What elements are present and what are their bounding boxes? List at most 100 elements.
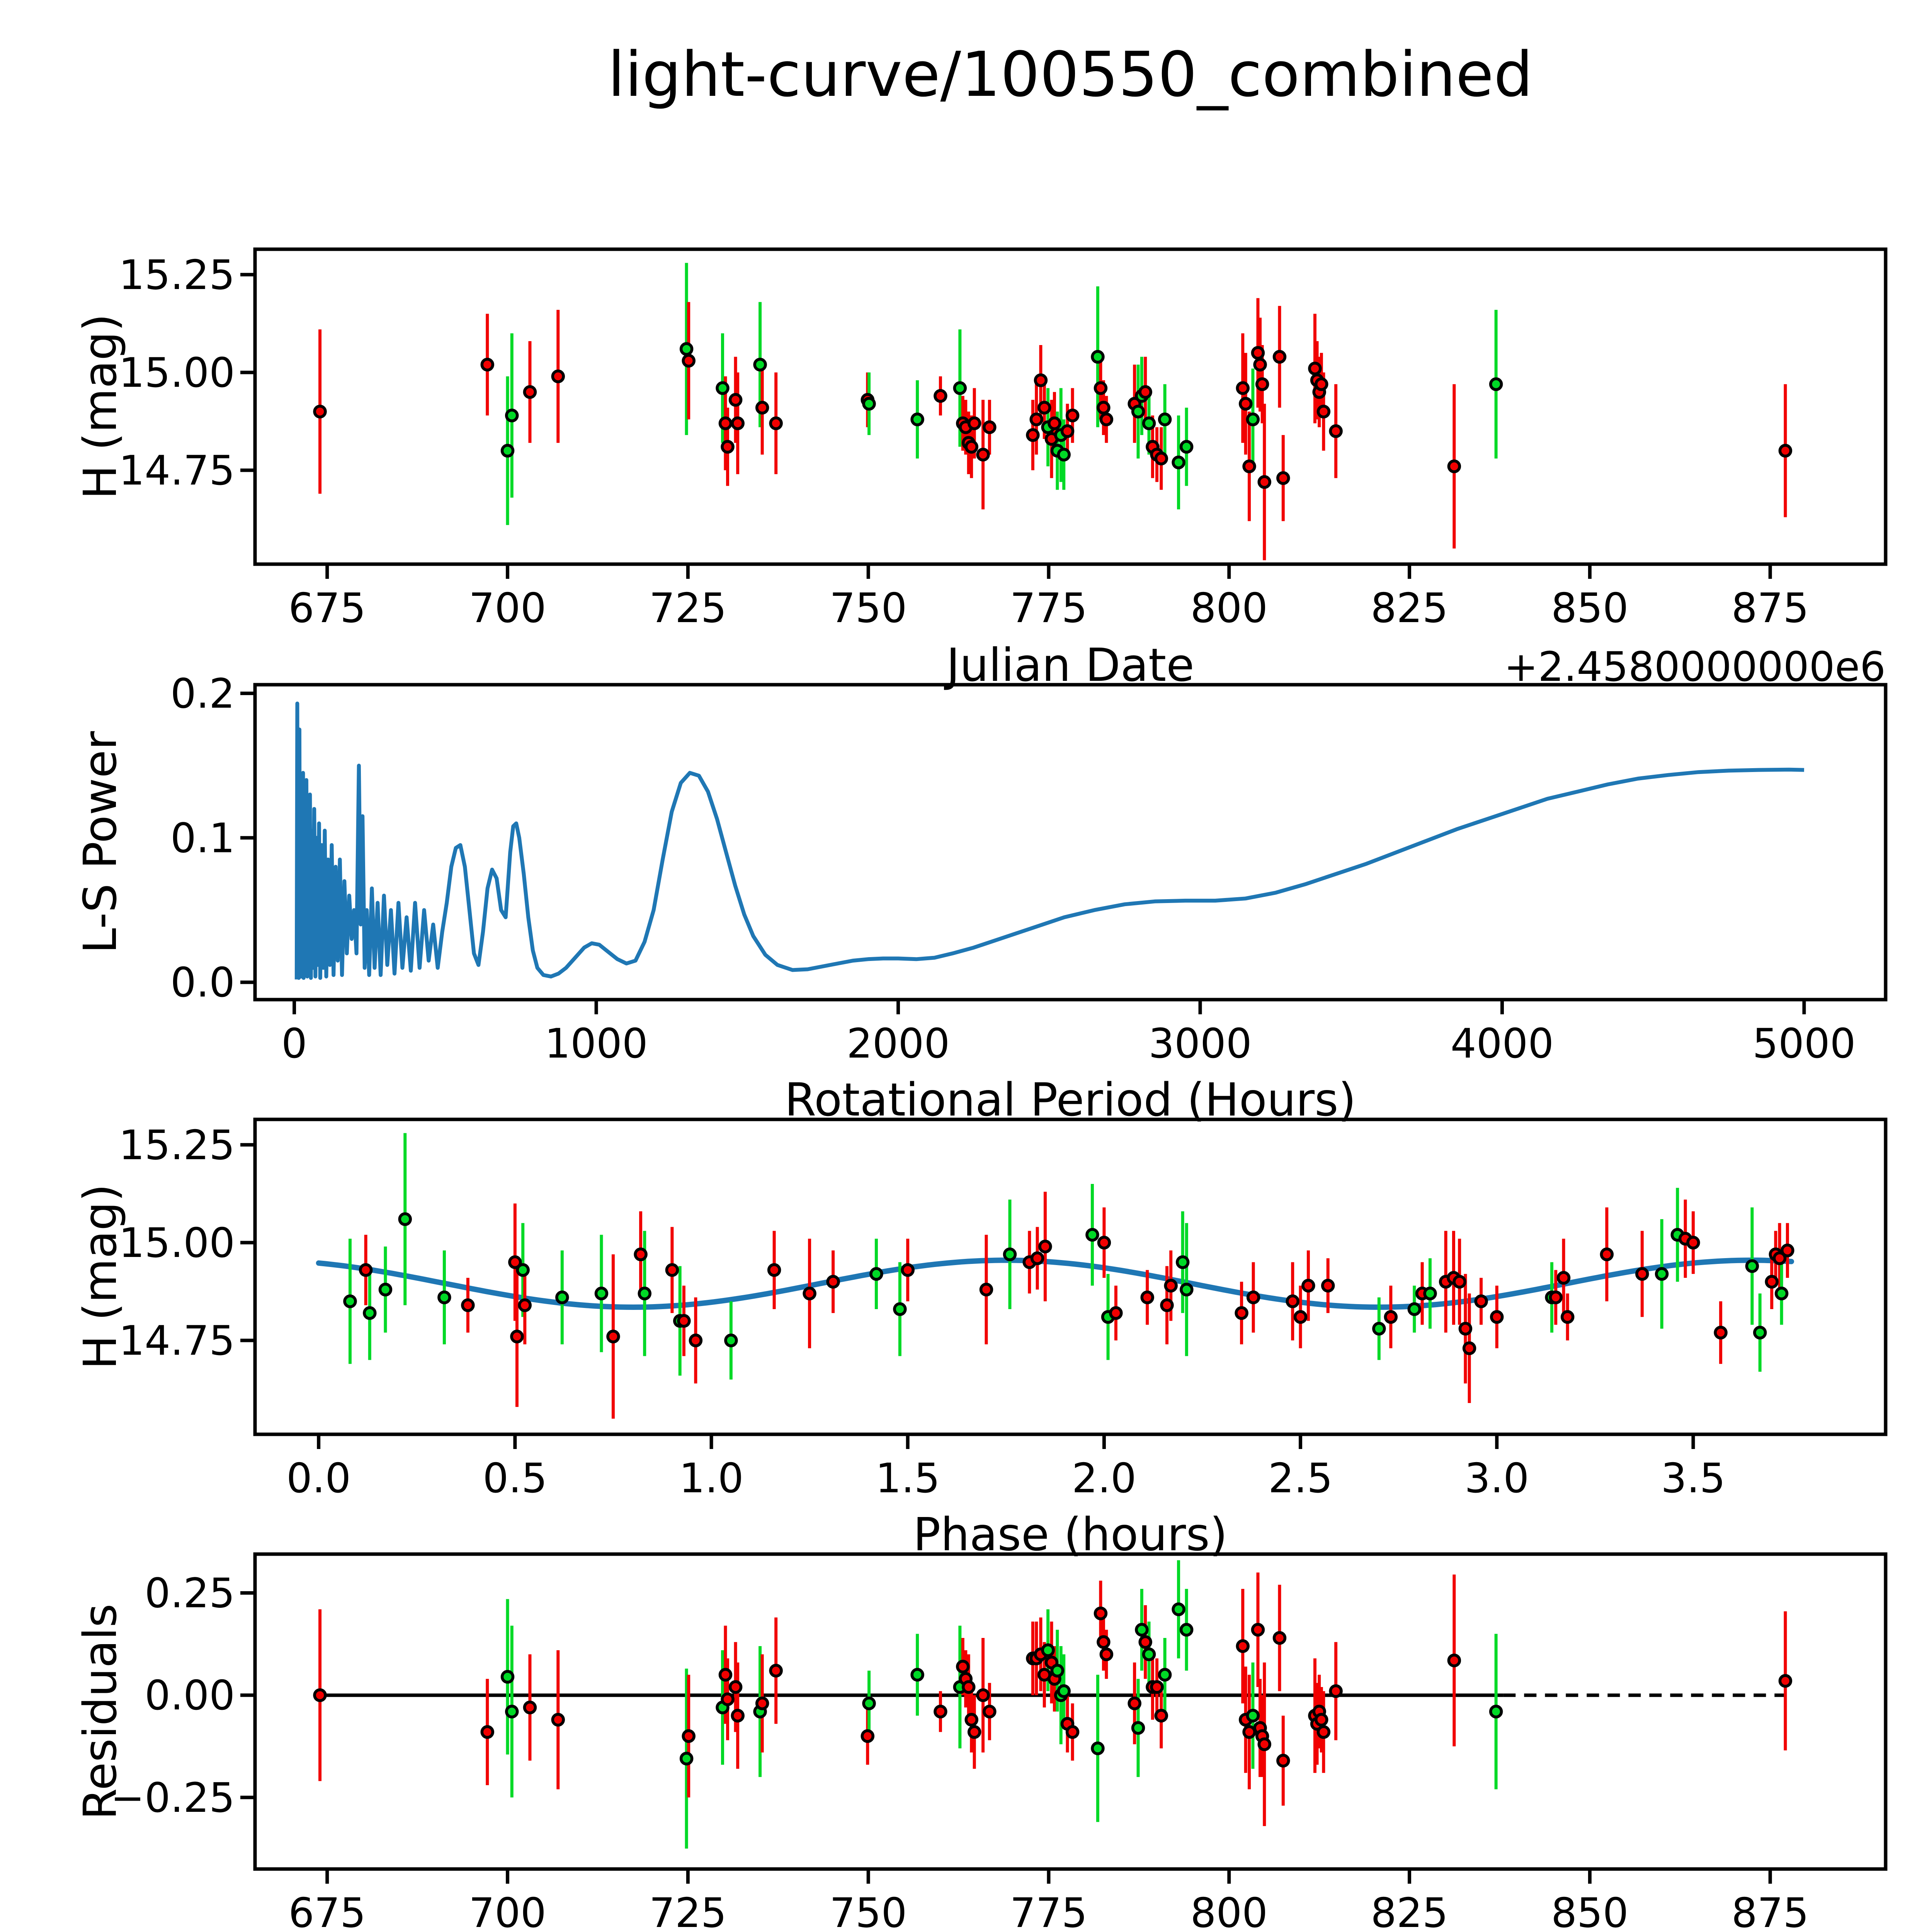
data-point	[1179, 440, 1194, 454]
data-point	[728, 1680, 743, 1694]
data-point	[1003, 1247, 1017, 1262]
data-point	[1175, 1255, 1190, 1269]
data-point	[1276, 1753, 1290, 1768]
data-point	[1714, 1326, 1728, 1340]
data-point	[1242, 1725, 1256, 1739]
plot-content-residuals: 675 700 725 750 775 800 825 850 875 −0.25 0.00 0.25	[111, 1552, 1888, 1932]
data-point	[755, 1696, 769, 1711]
y-tick-label: 0.2	[170, 670, 235, 717]
data-point	[510, 1330, 524, 1344]
data-point	[967, 1725, 981, 1739]
data-point	[500, 1670, 515, 1684]
y-axis-label-residuals: Residuals	[73, 1604, 127, 1820]
data-point	[1753, 1326, 1767, 1340]
x-tick-label: 3.0	[1464, 1455, 1529, 1502]
y-tick-label: 0.00	[145, 1672, 235, 1719]
data-point	[1094, 381, 1108, 395]
data-point	[1272, 1631, 1287, 1645]
data-point	[1315, 377, 1328, 391]
x-tick-label: 800	[1190, 1889, 1268, 1932]
data-point	[682, 1729, 696, 1743]
y-axis-label-h-mag-phase: H (mag)	[73, 1184, 127, 1369]
data-point	[594, 1286, 609, 1301]
data-point	[1140, 1290, 1154, 1304]
data-point	[1778, 444, 1793, 458]
data-point	[1447, 1653, 1461, 1667]
y-tick-label: −0.25	[111, 1774, 235, 1821]
data-point	[555, 1290, 569, 1304]
y-tick-label: 15.25	[119, 252, 235, 299]
plot-content-jd-magnitude: 675 700 725 750 775 800 825 850 875 14.75 15.00 15.…	[119, 247, 1888, 632]
data-point	[1138, 1635, 1152, 1649]
data-point	[1041, 1643, 1055, 1657]
data-point	[1179, 1623, 1194, 1637]
data-point	[1236, 1639, 1250, 1653]
data-point	[1060, 424, 1075, 438]
data-point	[1257, 1737, 1272, 1751]
data-point	[523, 1701, 537, 1714]
data-point	[1109, 1306, 1123, 1320]
y-tick-label: 0.0	[170, 959, 235, 1006]
data-point	[523, 385, 537, 399]
axes-frame	[253, 1117, 1888, 1436]
data-point	[313, 405, 327, 418]
data-point	[803, 1286, 816, 1301]
x-tick-label: 800	[1190, 585, 1268, 632]
axes-frame	[253, 1552, 1888, 1871]
data-point	[500, 444, 515, 458]
data-point	[1099, 1647, 1114, 1662]
data-point	[1423, 1286, 1437, 1301]
data-point	[1489, 1704, 1503, 1719]
data-point	[1253, 357, 1267, 372]
data-point	[1308, 362, 1322, 376]
data-point	[1655, 1267, 1669, 1281]
data-point	[1138, 385, 1152, 399]
data-point	[967, 416, 981, 430]
data-point	[1099, 412, 1114, 427]
data-point	[1329, 424, 1343, 438]
data-point	[378, 1282, 393, 1297]
data-point	[634, 1247, 648, 1262]
data-point	[826, 1275, 840, 1289]
x-tick-label: 825	[1371, 585, 1448, 632]
data-point	[1038, 1240, 1052, 1253]
data-point	[1242, 459, 1256, 473]
data-point	[505, 1704, 519, 1719]
data-point	[724, 1333, 738, 1347]
data-point	[1321, 1279, 1335, 1293]
x-tick-label: 725	[649, 1889, 726, 1932]
data-point	[976, 1688, 990, 1702]
data-point	[679, 1752, 694, 1765]
data-point	[1600, 1247, 1614, 1262]
data-point	[1774, 1286, 1789, 1301]
data-point	[910, 412, 924, 427]
data-point	[1050, 1663, 1065, 1678]
data-point	[1097, 1236, 1111, 1250]
data-point	[1549, 1290, 1563, 1304]
data-point	[682, 354, 696, 368]
data-point	[638, 1286, 651, 1301]
x-tick-label: 700	[469, 585, 546, 632]
data-point	[343, 1294, 357, 1308]
data-point	[1097, 401, 1111, 415]
y-axis-label-ls-power: L-S Power	[73, 731, 127, 954]
data-point	[1094, 1606, 1108, 1621]
data-point	[1407, 1302, 1422, 1316]
data-point	[508, 1255, 522, 1269]
data-point	[1057, 447, 1071, 462]
data-point	[461, 1298, 475, 1312]
data-point	[1065, 1725, 1080, 1739]
data-point	[679, 342, 694, 356]
x-tick-label: 675	[289, 1889, 366, 1932]
data-point	[1180, 1282, 1194, 1297]
data-point	[861, 1729, 875, 1743]
data-point	[1316, 1725, 1331, 1739]
y-tick-label: 15.00	[119, 349, 235, 396]
axes-frame	[253, 683, 1888, 1002]
data-point	[731, 1709, 745, 1723]
data-point	[753, 357, 767, 372]
data-point	[1246, 412, 1260, 427]
data-point	[1057, 1684, 1071, 1698]
data-point	[718, 1668, 733, 1682]
x-tick-label: 700	[469, 1889, 546, 1932]
